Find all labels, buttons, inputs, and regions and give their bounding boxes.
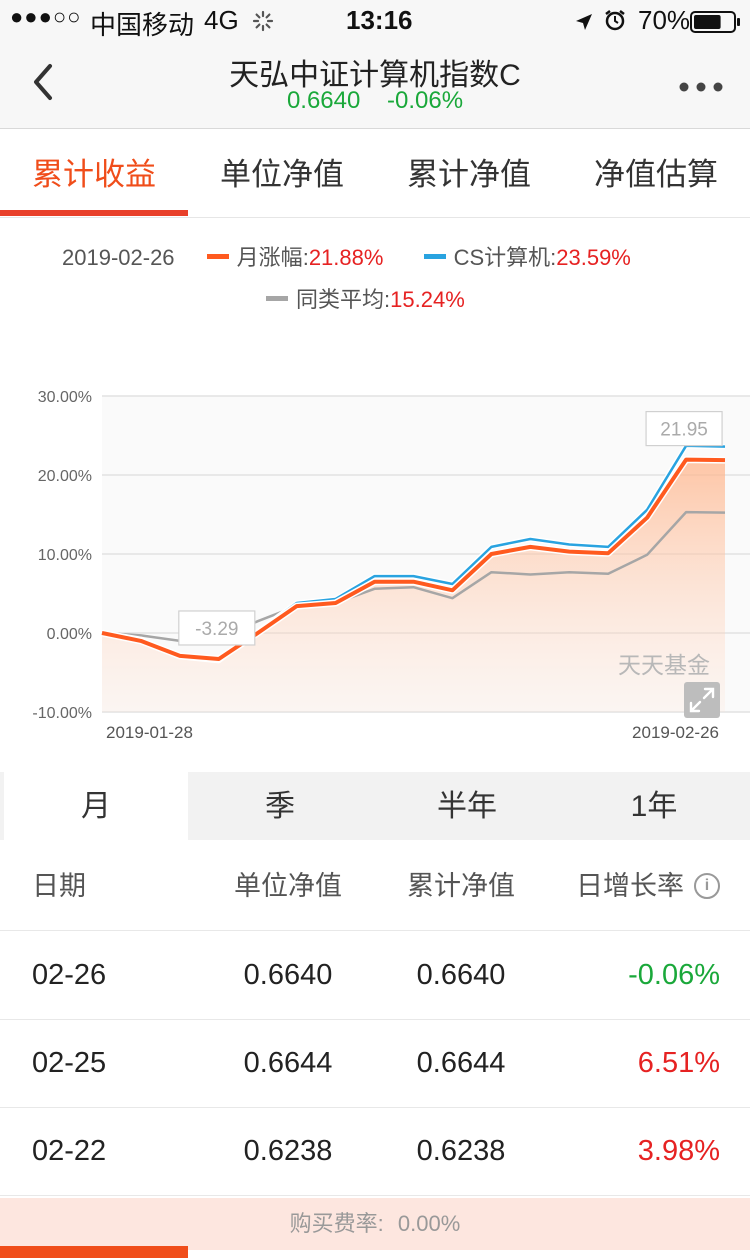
alarm-icon bbox=[604, 7, 626, 38]
nav-table-header: 日期 单位净值 累计净值 日增长率 i bbox=[0, 842, 750, 931]
row-date: 02-26 bbox=[32, 959, 107, 991]
nav-header: 天弘中证计算机指数C 0.6640 -0.06% bbox=[0, 40, 750, 129]
table-row[interactable]: 02-25 0.6644 0.6644 6.51% bbox=[0, 1019, 750, 1108]
period-tab-one-year[interactable]: 1年 bbox=[630, 790, 678, 823]
tab-unit-nav[interactable]: 单位净值 bbox=[220, 157, 344, 192]
fund-quote: 0.6640 -0.06% bbox=[0, 87, 750, 115]
y-tick-label: 0.00% bbox=[47, 626, 92, 643]
row-unit-nav: 0.6640 bbox=[243, 959, 333, 991]
fee-label: 购买费率: bbox=[289, 1211, 384, 1236]
legend-item-index: CS计算机:23.59% bbox=[423, 245, 631, 270]
fee-value: 0.00% bbox=[397, 1211, 461, 1236]
y-tick-label: 30.00% bbox=[38, 389, 92, 406]
carrier-name: 中国移动 bbox=[90, 10, 195, 40]
loading-spinner-icon bbox=[252, 8, 274, 39]
signal-strength: ●●●○○ bbox=[10, 4, 82, 29]
series-line-fund bbox=[101, 457, 726, 661]
callout-box bbox=[178, 610, 256, 646]
row-growth: 3.98% bbox=[637, 1135, 720, 1167]
value-callout: -3.29 bbox=[178, 610, 256, 646]
chart-legend-row2: 同类平均:15.24% bbox=[266, 282, 465, 314]
legend-value: 15.24% bbox=[390, 287, 465, 312]
return-chart[interactable]: 30.00% 20.00% 10.00% 0.00% -10.00% -3.29 21.9… bbox=[0, 380, 750, 750]
chart-legend-row1: 2019-02-26 月涨幅:21.88% CS计算机:23.59% bbox=[62, 240, 631, 272]
y-tick-label: 20.00% bbox=[38, 468, 92, 485]
legend-name: CS计算机 bbox=[453, 245, 551, 270]
expand-chart-button[interactable] bbox=[684, 682, 720, 718]
row-date: 02-25 bbox=[32, 1047, 107, 1079]
callout-box bbox=[645, 410, 723, 447]
value-callout: 21.95 bbox=[645, 410, 723, 447]
row-growth: 6.51% bbox=[637, 1047, 720, 1079]
legend-value: 21.88% bbox=[308, 245, 384, 270]
fund-area-fill bbox=[102, 459, 725, 712]
period-tab-quarter[interactable]: 季 bbox=[265, 790, 295, 823]
callout-text: -3.29 bbox=[195, 619, 238, 640]
clock-time: 13:16 bbox=[346, 5, 413, 35]
period-tabs: 月 季 半年 1年 bbox=[0, 772, 750, 840]
legend-item-fund: 月涨幅:21.88% bbox=[206, 245, 390, 270]
battery-percent: 70% bbox=[638, 5, 691, 35]
chart-type-tabs: 累计收益 单位净值 累计净值 净值估算 bbox=[0, 129, 750, 218]
nav-value: 0.6640 bbox=[286, 87, 361, 114]
legend-name: 月涨幅 bbox=[236, 245, 303, 270]
back-arrow-icon bbox=[34, 64, 52, 100]
status-bar: ●●●○○ 中国移动 4G 13:16 70% bbox=[0, 0, 750, 40]
legend-swatch-fund bbox=[206, 253, 229, 259]
location-arrow-icon bbox=[574, 8, 594, 39]
col-daily-growth-label: 日增长率 bbox=[576, 871, 684, 901]
nav-change: -0.06% bbox=[387, 87, 464, 114]
page-title: 天弘中证计算机指数C bbox=[229, 59, 521, 92]
tab-nav-estimate[interactable]: 净值估算 bbox=[594, 157, 718, 192]
tab-cumulative-return[interactable]: 累计收益 bbox=[32, 157, 156, 192]
active-tab-indicator bbox=[0, 210, 188, 216]
x-axis-end-label: 2019-02-26 bbox=[632, 723, 719, 742]
row-accumulated-nav: 0.6238 bbox=[416, 1135, 506, 1167]
purchase-fee-bar: 购买费率: 0.00% bbox=[0, 1198, 750, 1250]
table-row[interactable]: 02-26 0.6640 0.6640 -0.06% bbox=[0, 931, 750, 1020]
battery-icon bbox=[690, 9, 742, 40]
network-type: 4G bbox=[204, 5, 239, 35]
period-tab-half-year[interactable]: 半年 bbox=[437, 790, 497, 823]
y-tick-label: 10.00% bbox=[38, 547, 92, 564]
col-unit-nav: 单位净值 bbox=[234, 871, 342, 901]
x-axis-start-label: 2019-01-28 bbox=[106, 723, 193, 742]
info-icon[interactable]: i bbox=[694, 872, 720, 899]
expand-icon bbox=[689, 687, 715, 713]
more-dots-icon bbox=[679, 82, 723, 92]
col-date: 日期 bbox=[32, 871, 86, 901]
legend-swatch-peer bbox=[266, 295, 288, 301]
more-button[interactable] bbox=[678, 80, 724, 92]
period-tab-month[interactable]: 月 bbox=[4, 772, 188, 840]
row-date: 02-22 bbox=[32, 1135, 107, 1167]
table-row[interactable]: 02-22 0.6238 0.6238 3.98% bbox=[0, 1107, 750, 1196]
col-daily-growth: 日增长率 i bbox=[576, 842, 720, 930]
row-unit-nav: 0.6238 bbox=[243, 1135, 333, 1167]
row-growth: -0.06% bbox=[628, 959, 720, 991]
callout-text: 21.95 bbox=[660, 420, 708, 441]
row-accumulated-nav: 0.6640 bbox=[416, 959, 506, 991]
legend-name: 同类平均 bbox=[296, 287, 385, 312]
legend-item-peer-average: 同类平均:15.24% bbox=[266, 287, 465, 312]
back-button[interactable] bbox=[24, 60, 64, 104]
legend-value: 23.59% bbox=[556, 245, 631, 270]
y-tick-label: -10.00% bbox=[32, 705, 92, 722]
legend-swatch-index bbox=[423, 253, 446, 259]
tab-accumulated-nav[interactable]: 累计净值 bbox=[407, 157, 531, 192]
legend-date: 2019-02-26 bbox=[62, 245, 175, 270]
chart-watermark: 天天基金 bbox=[618, 652, 710, 678]
col-accumulated-nav: 累计净值 bbox=[407, 871, 515, 901]
bottom-tab-indicator bbox=[0, 1246, 188, 1258]
row-accumulated-nav: 0.6644 bbox=[416, 1047, 506, 1079]
row-unit-nav: 0.6644 bbox=[243, 1047, 333, 1079]
